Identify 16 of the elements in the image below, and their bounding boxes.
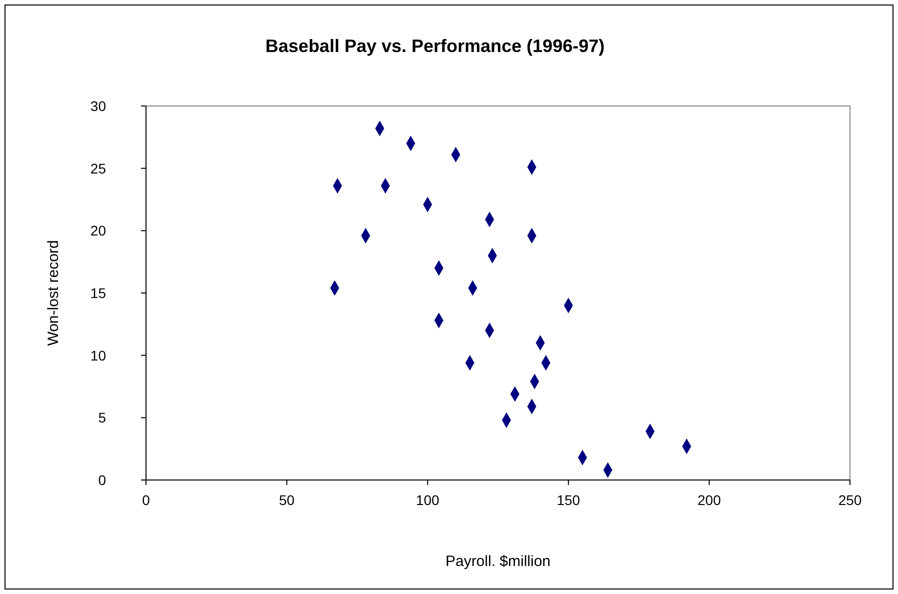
y-tick-label: 10	[90, 347, 106, 364]
y-axis-title: Won-lost record	[45, 240, 62, 346]
y-tick-label: 15	[90, 285, 106, 301]
x-axis-title: Payroll. $million	[445, 553, 551, 570]
y-tick-label: 20	[90, 222, 106, 239]
x-tick-label: 100	[416, 492, 440, 508]
x-tick-label: 50	[279, 492, 295, 508]
y-tick-label: 25	[90, 160, 106, 176]
chart-title: Baseball Pay vs. Performance (1996-97)	[265, 36, 605, 56]
y-tick-label: 5	[98, 410, 106, 426]
y-tick-label: 30	[90, 98, 106, 114]
x-tick-label: 0	[142, 492, 150, 508]
x-tick-label: 200	[698, 492, 722, 508]
x-tick-label: 250	[838, 492, 862, 508]
y-tick-label: 0	[98, 472, 106, 488]
x-tick-label: 150	[556, 492, 580, 508]
